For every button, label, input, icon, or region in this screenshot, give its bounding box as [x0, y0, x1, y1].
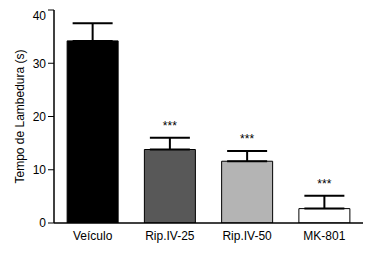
svg-text:***: ***	[163, 119, 177, 133]
svg-text:20: 20	[33, 110, 47, 124]
svg-text:0: 0	[39, 216, 46, 230]
svg-text:Rip.IV-50: Rip.IV-50	[222, 229, 272, 243]
svg-text:MK-801: MK-801	[303, 229, 345, 243]
svg-text:***: ***	[240, 132, 254, 146]
svg-text:Rip.IV-25: Rip.IV-25	[145, 229, 195, 243]
svg-text:Veículo: Veículo	[73, 229, 113, 243]
svg-text:40: 40	[33, 9, 47, 23]
svg-text:30: 30	[33, 57, 47, 71]
svg-text:***: ***	[317, 177, 331, 191]
svg-text:10: 10	[33, 163, 47, 177]
svg-text:Tempo de Lambedura (s): Tempo de Lambedura (s)	[13, 49, 27, 183]
